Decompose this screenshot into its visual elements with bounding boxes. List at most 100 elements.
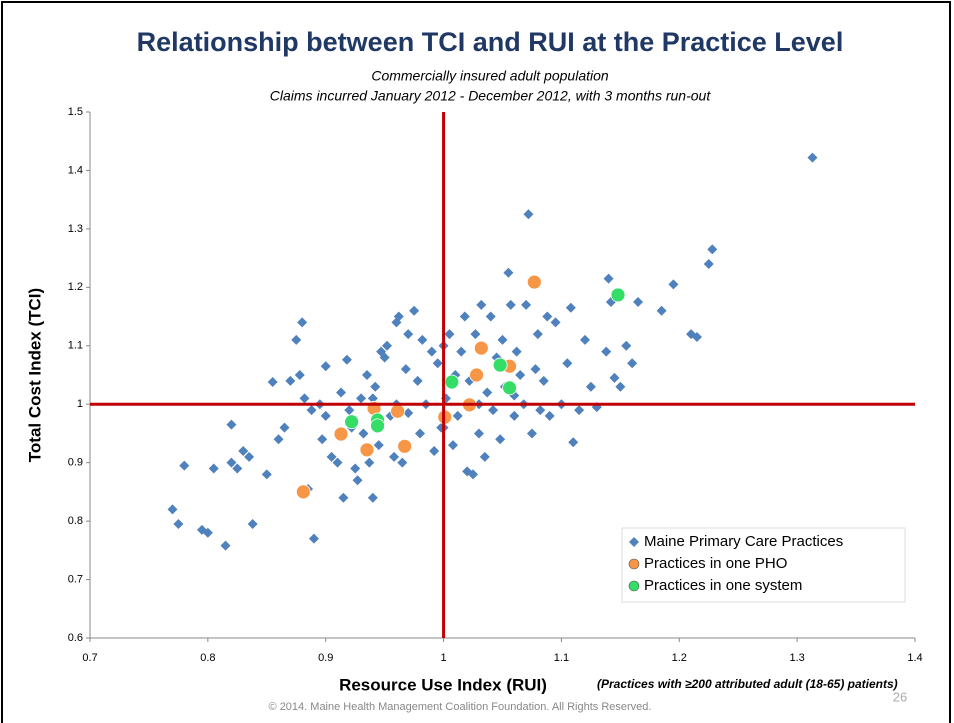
point [609, 372, 620, 383]
legend-label: Practices in one system [644, 577, 802, 594]
point [358, 428, 369, 439]
point [390, 403, 406, 419]
point [426, 346, 437, 357]
point [503, 267, 514, 278]
point [488, 405, 499, 416]
point [291, 334, 302, 345]
point [341, 354, 352, 365]
point [295, 484, 311, 500]
point [601, 346, 612, 357]
point [279, 422, 290, 433]
point [320, 410, 331, 421]
point [267, 377, 278, 388]
footer: © 2014. Maine Health Management Coalitio… [269, 701, 652, 713]
point [403, 329, 414, 340]
y-tick-label: 1.3 [68, 223, 83, 235]
y-tick-label: 1.1 [68, 340, 83, 352]
legend-marker [629, 537, 639, 547]
legend-marker [628, 580, 640, 592]
point [476, 299, 487, 310]
point [173, 519, 184, 530]
point [244, 451, 255, 462]
y-tick-label: 0.9 [68, 457, 83, 469]
point [412, 375, 423, 386]
point [509, 410, 520, 421]
point [179, 460, 190, 471]
point [367, 492, 378, 503]
point [473, 428, 484, 439]
point [468, 469, 479, 480]
point [523, 209, 534, 220]
point [473, 340, 489, 356]
point [367, 393, 378, 404]
point [379, 352, 390, 363]
point [336, 387, 347, 398]
point [515, 370, 526, 380]
point [656, 305, 667, 316]
x-tick-label: 1.3 [789, 652, 804, 664]
y-axis-title: Total Cost Index (TCI) [25, 288, 44, 462]
point [550, 317, 561, 328]
y-tick-label: 1.4 [68, 164, 83, 176]
point [344, 405, 355, 416]
point [456, 346, 467, 357]
point [502, 380, 517, 396]
point [633, 296, 644, 307]
point [479, 451, 490, 462]
point [521, 299, 532, 310]
x-tick-label: 1.4 [907, 652, 922, 664]
point [544, 410, 555, 421]
point [580, 334, 590, 345]
point [538, 375, 549, 386]
point [317, 434, 328, 445]
point [370, 381, 381, 392]
point [444, 374, 460, 390]
point [350, 463, 361, 474]
point [285, 375, 296, 386]
point [294, 370, 305, 380]
legend-label: Maine Primary Care Practices [644, 533, 843, 550]
point [370, 418, 385, 434]
point [432, 358, 443, 369]
point [403, 407, 414, 418]
point [603, 273, 614, 284]
y-tick-label: 0.8 [68, 515, 83, 527]
x-tick-label: 0.8 [200, 652, 215, 664]
point [400, 364, 411, 375]
point [526, 274, 542, 290]
point [707, 244, 718, 255]
point [352, 475, 363, 486]
point [448, 440, 458, 451]
point [344, 414, 360, 430]
point [621, 340, 632, 351]
point [261, 469, 272, 480]
point [668, 279, 679, 290]
annotation: (Practices with ≥200 attributed adult (1… [597, 677, 898, 691]
point [459, 311, 470, 322]
point [530, 364, 541, 375]
point [333, 426, 349, 442]
x-tick-label: 1.2 [672, 652, 687, 664]
point [306, 405, 317, 416]
point [615, 381, 626, 392]
legend-label: Practices in one PHO [644, 555, 787, 572]
point [703, 258, 714, 269]
point [326, 451, 337, 462]
point [469, 367, 484, 383]
point [470, 329, 481, 340]
y-tick-label: 1 [77, 398, 83, 410]
point [273, 434, 284, 445]
point [359, 442, 375, 458]
point [429, 445, 440, 456]
point [409, 305, 420, 316]
point [238, 445, 249, 456]
point [562, 358, 573, 369]
point [485, 311, 496, 322]
point [397, 438, 413, 454]
point [807, 152, 818, 163]
chart-title: Relationship between TCI and RUI at the … [137, 27, 844, 57]
point [297, 317, 308, 328]
x-tick-label: 0.7 [82, 652, 97, 664]
point [247, 519, 258, 530]
point [511, 346, 522, 357]
